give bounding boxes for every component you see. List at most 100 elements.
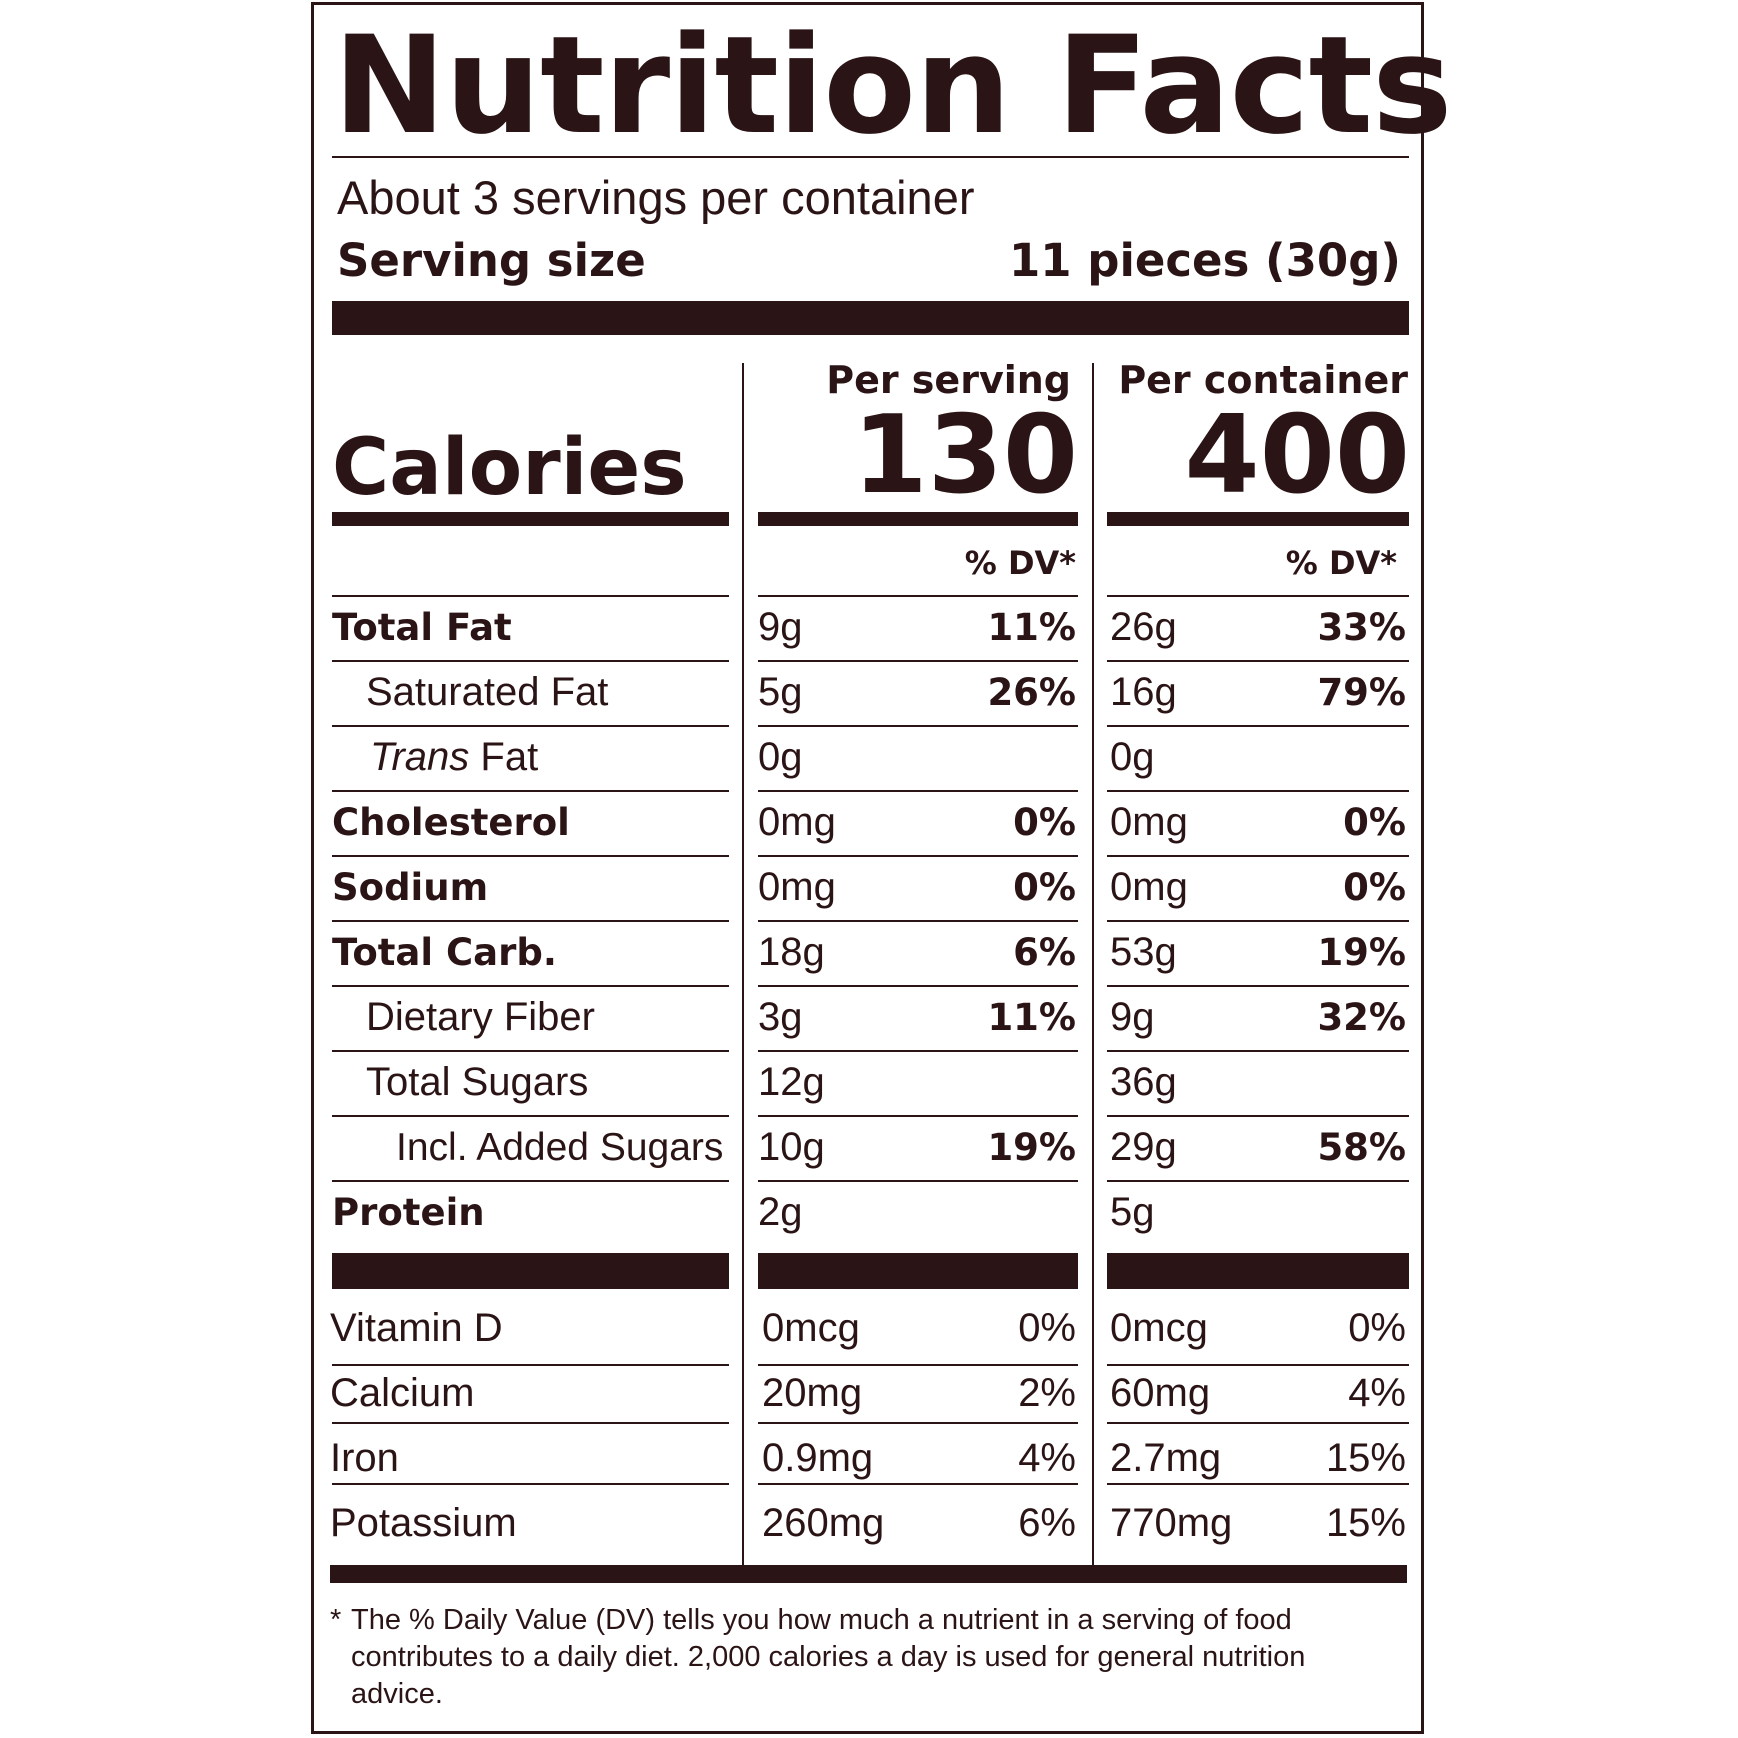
row-divider [758, 1422, 1078, 1424]
vitamin-row-iron: Iron 0.9mg 4% 2.7mg 15% [314, 1427, 1424, 1490]
vitamin-row-vitamin-d: Vitamin D 0mcg 0% 0mcg 0% [314, 1297, 1424, 1360]
calories-bar-serving [758, 512, 1078, 526]
nutrient-name: Total Fat [332, 606, 512, 649]
serving-amount: 12g [758, 1060, 825, 1104]
serving-dv: 0% [1013, 866, 1076, 909]
container-amount: 36g [1110, 1060, 1177, 1104]
nutrient-row-cholesterol: Cholesterol 0mg 0% 0mg 0% [314, 791, 1424, 854]
calories-per-serving: 130 [852, 393, 1078, 518]
container-amount: 29g [1110, 1125, 1177, 1169]
serving-amount: 20mg [762, 1371, 863, 1415]
serving-dv: 11% [987, 606, 1076, 649]
container-dv: 15% [1325, 1436, 1406, 1480]
serving-dv: 0% [1018, 1306, 1076, 1350]
nutrient-row-trans-fat: Trans Fat 0g 0g [314, 726, 1424, 789]
nutrient-row-total-sugars: Total Sugars 12g 36g [314, 1051, 1424, 1114]
serving-amount: 260mg [762, 1501, 885, 1545]
row-divider [1107, 1422, 1409, 1424]
calories-bar-name [332, 512, 729, 526]
nutrient-name: Trans Fat [370, 726, 538, 789]
vitamin-name: Potassium [330, 1501, 517, 1545]
serving-amount: 9g [758, 605, 803, 649]
serving-dv: 26% [987, 671, 1076, 714]
row-divider [1107, 920, 1409, 922]
container-dv: 0% [1343, 801, 1406, 844]
row-divider [1107, 1364, 1409, 1366]
footnote-asterisk: * [330, 1604, 342, 1636]
row-divider [332, 1180, 729, 1182]
row-divider [758, 1180, 1078, 1182]
nutrient-name-italic: Trans [370, 735, 470, 779]
serving-size-value: 11 pieces (30g) [1008, 234, 1401, 287]
serving-dv: 4% [1018, 1436, 1076, 1480]
container-amount: 770mg [1110, 1501, 1233, 1545]
row-divider [332, 1364, 729, 1366]
row-divider [332, 1115, 729, 1117]
per-serving-header: Per serving [826, 358, 1071, 402]
row-divider [1107, 1483, 1409, 1485]
serving-amount: 2g [758, 1190, 803, 1234]
row-divider [758, 1364, 1078, 1366]
serving-amount: 3g [758, 995, 803, 1039]
row-divider [1107, 1050, 1409, 1052]
container-amount: 0mcg [1110, 1306, 1208, 1350]
container-amount: 16g [1110, 670, 1177, 714]
nutrient-name-rest: Fat [469, 735, 539, 779]
row-divider [758, 790, 1078, 792]
vitamin-name: Iron [330, 1436, 399, 1480]
row-divider [332, 595, 729, 597]
row-divider [1107, 855, 1409, 857]
nutrient-row-protein: Protein 2g 5g [314, 1181, 1424, 1244]
row-divider [332, 725, 729, 727]
row-divider [332, 985, 729, 987]
container-amount: 0mg [1110, 865, 1188, 909]
title-divider [332, 156, 1409, 158]
row-divider [1107, 595, 1409, 597]
per-container-header: Per container [1118, 358, 1408, 402]
serving-dv: 2% [1018, 1371, 1076, 1415]
container-dv: 4% [1348, 1371, 1406, 1415]
container-dv: 0% [1348, 1306, 1406, 1350]
row-divider [332, 790, 729, 792]
container-amount: 60mg [1110, 1371, 1211, 1415]
row-divider [758, 855, 1078, 857]
container-dv: 19% [1317, 931, 1406, 974]
row-divider [1107, 660, 1409, 662]
serving-size-label: Serving size [337, 234, 646, 287]
column-separator-2 [1092, 363, 1094, 1565]
serving-amount: 5g [758, 670, 803, 714]
row-divider [332, 660, 729, 662]
nutrient-row-dietary-fiber: Dietary Fiber 3g 11% 9g 32% [314, 986, 1424, 1049]
nutrient-name: Saturated Fat [366, 670, 609, 714]
nutrient-row-saturated-fat: Saturated Fat 5g 26% 16g 79% [314, 661, 1424, 724]
vitamin-name: Vitamin D [330, 1306, 503, 1350]
row-divider [758, 920, 1078, 922]
label-title: Nutrition Facts [333, 7, 1452, 164]
row-divider [1107, 790, 1409, 792]
serving-amount: 0mg [758, 800, 836, 844]
nutrient-name: Incl. Added Sugars [396, 1126, 724, 1169]
row-divider [758, 725, 1078, 727]
serving-dv: 11% [987, 996, 1076, 1039]
row-divider [758, 1050, 1078, 1052]
calories-per-container: 400 [1184, 393, 1410, 518]
calories-label: Calories [332, 423, 687, 513]
serving-dv: 19% [987, 1126, 1076, 1169]
serving-amount: 0mcg [762, 1306, 860, 1350]
vitamins-bar-container [1107, 1253, 1409, 1289]
footnote-text: The % Daily Value (DV) tells you how muc… [351, 1604, 1306, 1710]
container-amount: 0mg [1110, 800, 1188, 844]
container-amount: 26g [1110, 605, 1177, 649]
serving-dv: 0% [1013, 801, 1076, 844]
row-divider [332, 1422, 729, 1424]
row-divider [1107, 1115, 1409, 1117]
nutrient-name: Total Sugars [366, 1060, 589, 1104]
serving-amount: 0mg [758, 865, 836, 909]
serving-amount: 18g [758, 930, 825, 974]
vitamin-name: Calcium [330, 1371, 475, 1415]
serving-dv: 6% [1013, 931, 1076, 974]
row-divider [758, 985, 1078, 987]
container-dv: 15% [1325, 1501, 1406, 1545]
container-amount: 53g [1110, 930, 1177, 974]
dv-header-container: % DV* [1285, 544, 1397, 582]
